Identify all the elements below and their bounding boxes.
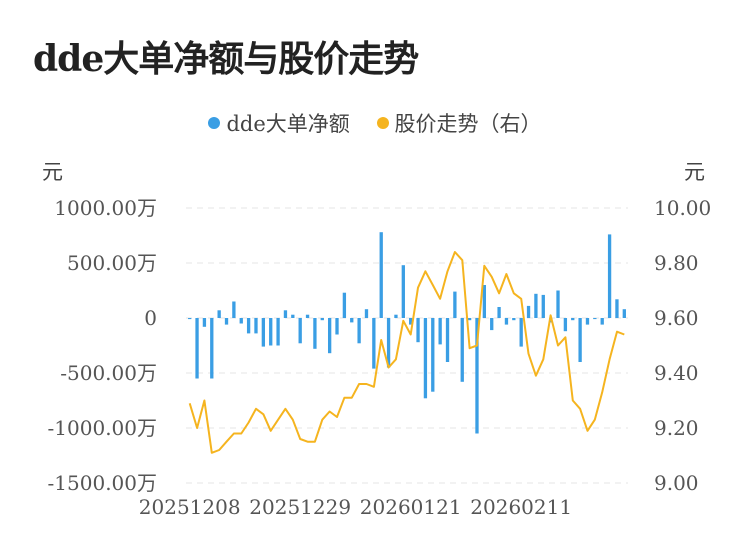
left-axis-unit: 元: [42, 160, 63, 184]
bar: [379, 232, 383, 318]
x-tick-label: 20251229: [249, 495, 351, 519]
bar: [246, 318, 251, 334]
bar: [519, 318, 523, 347]
bar: [578, 318, 582, 362]
right-axis-unit: 元: [684, 160, 705, 184]
bar: [526, 305, 531, 318]
left-tick-label: -1000.00万: [48, 416, 157, 440]
bar: [593, 318, 597, 320]
bar: [320, 318, 324, 321]
bar: [342, 292, 347, 318]
bar: [350, 318, 354, 323]
bar: [504, 318, 509, 325]
chart-title: dde大单净额与股价走势: [33, 38, 419, 80]
legend-label-dde: dde大单净额: [226, 112, 350, 136]
bar: [283, 310, 288, 318]
legend-item-dde[interactable]: dde大单净额: [208, 108, 350, 138]
bar: [409, 318, 413, 325]
bar: [313, 318, 317, 349]
right-tick-label: 9.20: [654, 416, 699, 440]
bar: [490, 318, 494, 331]
bar: [305, 314, 310, 318]
legend: dde大单净额 股价走势（右）: [0, 108, 750, 138]
bar: [217, 310, 221, 318]
left-tick-label: 1000.00万: [54, 196, 157, 220]
legend-dot-price: [376, 117, 389, 129]
bar: [556, 290, 560, 318]
bar: [512, 318, 516, 321]
bar: [195, 318, 199, 379]
bar: [372, 318, 376, 369]
bar: [254, 318, 258, 334]
price-line: [188, 251, 625, 454]
bar: [394, 314, 398, 318]
bar: [534, 293, 538, 318]
bar: [622, 309, 626, 318]
right-tick-label: 9.00: [654, 471, 699, 495]
bar: [438, 318, 442, 345]
bar: [460, 318, 464, 382]
bar: [210, 318, 214, 379]
bar: [431, 318, 435, 392]
bar: [239, 318, 243, 324]
bar: [291, 314, 295, 318]
bar: [445, 318, 450, 362]
bar: [261, 318, 266, 347]
bar: [541, 294, 545, 318]
bar: [423, 318, 428, 399]
bar: [232, 301, 236, 318]
right-tick-label: 10.00: [654, 196, 711, 220]
bar: [298, 318, 302, 344]
legend-item-price[interactable]: 股价走势（右）: [376, 108, 542, 138]
right-tick-label: 9.80: [654, 251, 699, 275]
bar: [188, 318, 192, 320]
bar: [357, 318, 361, 344]
bar: [224, 318, 229, 325]
legend-dot-dde: [208, 117, 221, 129]
bar: [475, 318, 479, 434]
left-tick-label: -500.00万: [60, 361, 157, 385]
bar: [401, 265, 405, 318]
bar: [453, 291, 457, 318]
bar: [563, 318, 568, 332]
left-tick-label: -1500.00万: [48, 471, 157, 495]
bar: [327, 318, 332, 354]
bar: [615, 299, 619, 318]
legend-label-price: 股价走势（右）: [394, 112, 542, 136]
bar: [416, 318, 420, 343]
bar: [364, 309, 369, 318]
bar: [335, 318, 339, 335]
left-tick-label: 0: [144, 306, 157, 330]
bar: [571, 318, 575, 321]
x-tick-label: 20251208: [139, 495, 241, 519]
bar: [482, 285, 487, 318]
bar: [607, 234, 612, 318]
bar: [467, 318, 472, 321]
bar: [276, 318, 280, 346]
left-tick-label: 500.00万: [67, 251, 157, 275]
right-tick-label: 9.40: [654, 361, 699, 385]
bar: [600, 318, 604, 325]
bar: [497, 307, 501, 318]
right-tick-label: 9.60: [654, 306, 699, 330]
x-tick-label: 20260211: [470, 495, 572, 519]
bar: [585, 318, 590, 325]
bar: [202, 318, 207, 327]
x-tick-label: 20260121: [360, 495, 462, 519]
bar: [269, 318, 273, 346]
bar: [386, 318, 391, 368]
